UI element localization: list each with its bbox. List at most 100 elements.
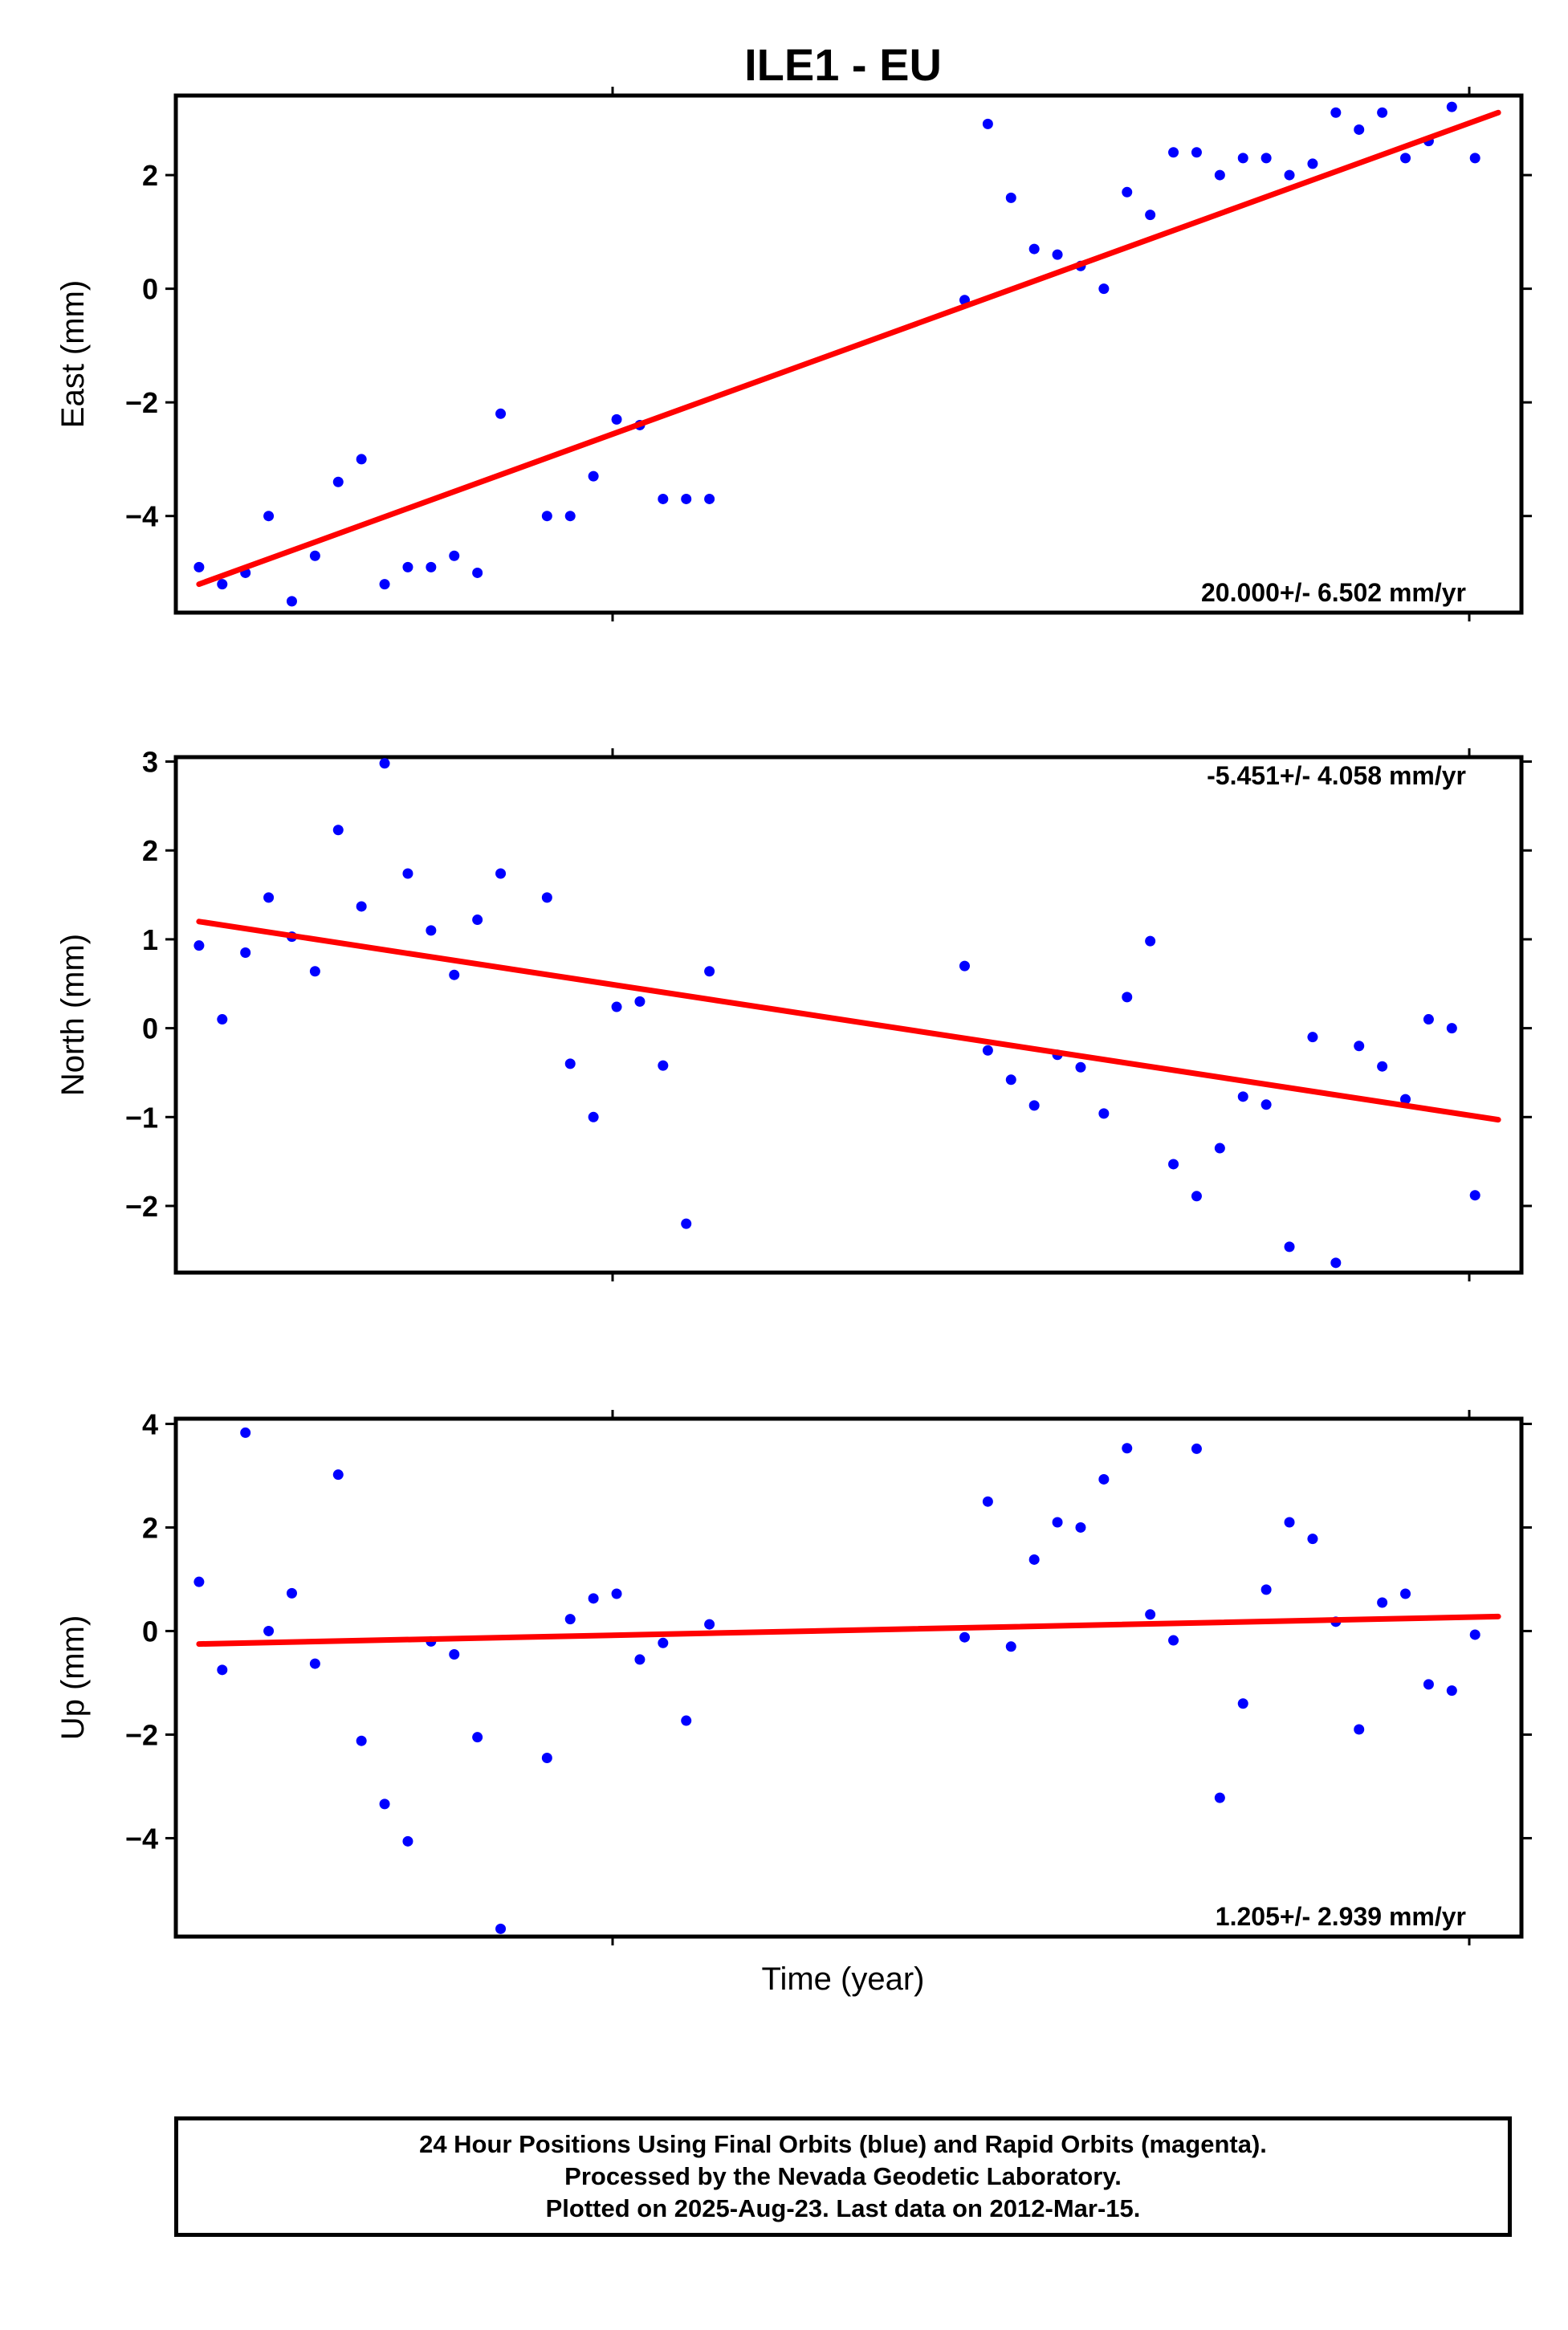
chart-1-point xyxy=(1098,1108,1110,1119)
chart-1-point xyxy=(1168,1159,1179,1170)
chart-0-point xyxy=(1330,107,1342,118)
chart-2-point xyxy=(1005,1641,1016,1652)
chart-0-point xyxy=(1261,153,1272,164)
chart-0-point xyxy=(681,493,692,504)
north-panel: −2 −1 0 1 2 3 North (mm) -5.451+/- 4.058 mm/yr xyxy=(55,746,1532,1281)
chart-2-point xyxy=(449,1648,460,1660)
chart-0-point xyxy=(332,476,344,487)
chart-0-point xyxy=(495,408,507,419)
chart-2-ytick-label: 2 xyxy=(142,1511,158,1544)
chart-0-ytick-label: −4 xyxy=(125,500,158,533)
chart-1-point xyxy=(472,914,483,926)
chart-1-point xyxy=(402,868,413,879)
chart-2-point xyxy=(588,1593,599,1604)
chart-1-point xyxy=(193,940,205,951)
chart-1-point xyxy=(1284,1241,1295,1253)
chart-1-point xyxy=(1075,1061,1086,1073)
up-panel: −4 −2 0 2 4 Up (mm) 1.205+/- 2.939 mm/yr xyxy=(55,1407,1532,1945)
chart-0-point xyxy=(1354,124,1365,135)
chart-2-point xyxy=(1400,1588,1411,1599)
chart-1-point xyxy=(1214,1143,1225,1154)
chart-2-fit-line xyxy=(196,1613,1501,1648)
chart-2-point xyxy=(681,1715,692,1726)
chart-1-point xyxy=(1446,1023,1457,1034)
chart-1-point xyxy=(379,758,390,769)
chart-0-point xyxy=(356,454,367,465)
chart-1-point xyxy=(1469,1190,1480,1201)
chart-0-point xyxy=(588,470,599,482)
chart-2-point xyxy=(1261,1584,1272,1595)
chart-1-point xyxy=(240,947,251,959)
chart-0-point xyxy=(217,579,228,590)
chart-2-point xyxy=(658,1637,669,1648)
chart-0-point xyxy=(1028,243,1040,255)
chart-2-point xyxy=(332,1469,344,1481)
chart-0-point xyxy=(1214,169,1225,181)
chart-2-ytick-label: 0 xyxy=(142,1615,158,1648)
chart-0-point xyxy=(309,550,320,561)
chart-0-point xyxy=(472,567,483,578)
chart-2-point xyxy=(240,1427,251,1438)
chart-0-point xyxy=(658,493,669,504)
chart-1-point xyxy=(356,901,367,912)
chart-0-point xyxy=(1400,153,1411,164)
chart-1-point xyxy=(681,1218,692,1229)
chart-1-point xyxy=(1005,1074,1016,1086)
chart-0-point xyxy=(1145,210,1156,221)
chart-2-ytick-label: −4 xyxy=(125,1822,158,1855)
chart-2-point xyxy=(541,1752,552,1763)
chart-1-point xyxy=(959,960,970,972)
chart-1-point xyxy=(1423,1014,1434,1025)
chart-0-point xyxy=(704,493,715,504)
chart-0-point xyxy=(449,550,460,561)
chart-0-point xyxy=(1191,147,1202,158)
x-axis-label: Time (year) xyxy=(762,1961,925,1997)
chart-2-point xyxy=(1028,1554,1040,1565)
footer-box: 24 Hour Positions Using Final Orbits (bl… xyxy=(174,2116,1512,2237)
chart-2-point xyxy=(472,1732,483,1743)
chart-2-point xyxy=(379,1798,390,1810)
chart-1-point xyxy=(588,1111,599,1122)
chart-0-point xyxy=(402,561,413,572)
chart-1-point xyxy=(1400,1094,1411,1105)
chart-1-frame xyxy=(173,755,1524,1275)
chart-0-fit-line xyxy=(196,109,1501,588)
chart-2-point xyxy=(564,1614,576,1625)
chart-0-point xyxy=(1122,186,1133,198)
chart-1-y-axis-label: North (mm) xyxy=(55,934,91,1096)
chart-2-ytick-label: 4 xyxy=(142,1407,158,1440)
chart-1-point xyxy=(332,825,344,836)
chart-0-point xyxy=(1052,249,1063,260)
chart-1-point xyxy=(449,969,460,980)
chart-2-point xyxy=(193,1576,205,1587)
chart-0-y-axis-label: East (mm) xyxy=(55,280,91,428)
chart-1-point xyxy=(1145,935,1156,947)
chart-1-point xyxy=(1028,1100,1040,1111)
chart-2-point xyxy=(1307,1534,1318,1545)
footer-line-2: Processed by the Nevada Geodetic Laborat… xyxy=(564,2162,1122,2190)
chart-2-point xyxy=(402,1835,413,1847)
chart-0-point xyxy=(193,561,205,572)
chart-0-point xyxy=(1469,153,1480,164)
chart-2-point xyxy=(263,1625,275,1636)
chart-2-point xyxy=(1469,1629,1480,1640)
chart-2-point xyxy=(1214,1792,1225,1803)
chart-2-ytick-label: −2 xyxy=(125,1718,158,1751)
chart-title: ILE1 - EU xyxy=(744,39,942,90)
chart-0-point xyxy=(1307,158,1318,169)
chart-0-point xyxy=(564,511,576,522)
chart-1-point xyxy=(1354,1041,1365,1052)
chart-2-point xyxy=(217,1664,228,1676)
chart-0-point xyxy=(1098,283,1110,295)
chart-2-point xyxy=(1075,1521,1086,1533)
chart-1-point xyxy=(704,966,715,977)
chart-2-rate-label: 1.205+/- 2.939 mm/yr xyxy=(1216,1902,1466,1931)
chart-1-point xyxy=(1377,1061,1388,1072)
chart-2-point xyxy=(1052,1517,1063,1528)
chart-2-point xyxy=(611,1588,622,1599)
chart-2-point xyxy=(1098,1473,1110,1485)
chart-1-point xyxy=(263,892,275,903)
chart-2-point xyxy=(959,1631,970,1643)
chart-2-frame xyxy=(173,1416,1524,1939)
chart-2-y-axis-label: Up (mm) xyxy=(55,1615,91,1741)
